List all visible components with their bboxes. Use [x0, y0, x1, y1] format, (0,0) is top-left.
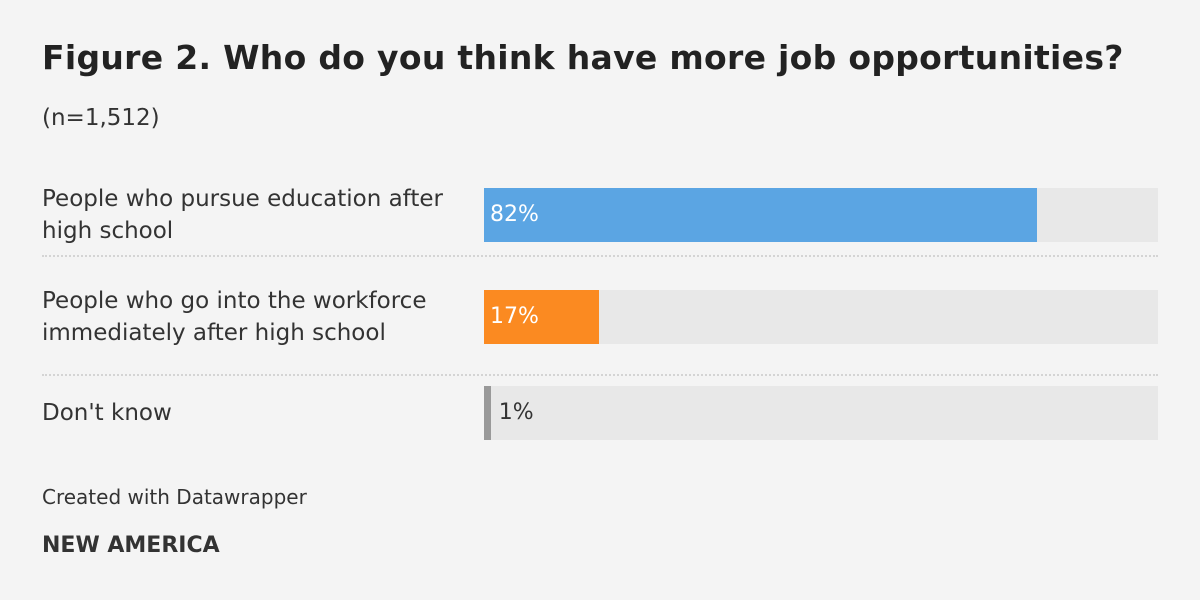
- bar-row: People who pursue education after high s…: [0, 155, 1200, 275]
- bar-track: 1%: [484, 386, 1158, 440]
- bar-track: 17%: [484, 290, 1158, 344]
- bar-row: Don't know 1%: [0, 353, 1200, 473]
- value-label: 1%: [498, 400, 534, 425]
- bar-row: People who go into the workforce immedia…: [0, 257, 1200, 377]
- bar: [484, 386, 491, 440]
- bar: [484, 290, 599, 344]
- source: NEW AMERICA: [42, 533, 220, 558]
- category-label: People who pursue education after high s…: [42, 186, 443, 244]
- category-label: Don't know: [42, 400, 172, 426]
- value-label: 82%: [490, 202, 539, 227]
- bar-track: 82%: [484, 188, 1158, 242]
- chart-subtitle: (n=1,512): [42, 105, 160, 131]
- credit: Created with Datawrapper: [42, 485, 307, 509]
- bar: [484, 188, 1037, 242]
- separator: [42, 255, 1158, 257]
- category-label: People who go into the workforce immedia…: [42, 288, 427, 346]
- separator: [42, 374, 1158, 376]
- chart-title: Figure 2. Who do you think have more job…: [42, 38, 1124, 77]
- value-label: 17%: [490, 304, 539, 329]
